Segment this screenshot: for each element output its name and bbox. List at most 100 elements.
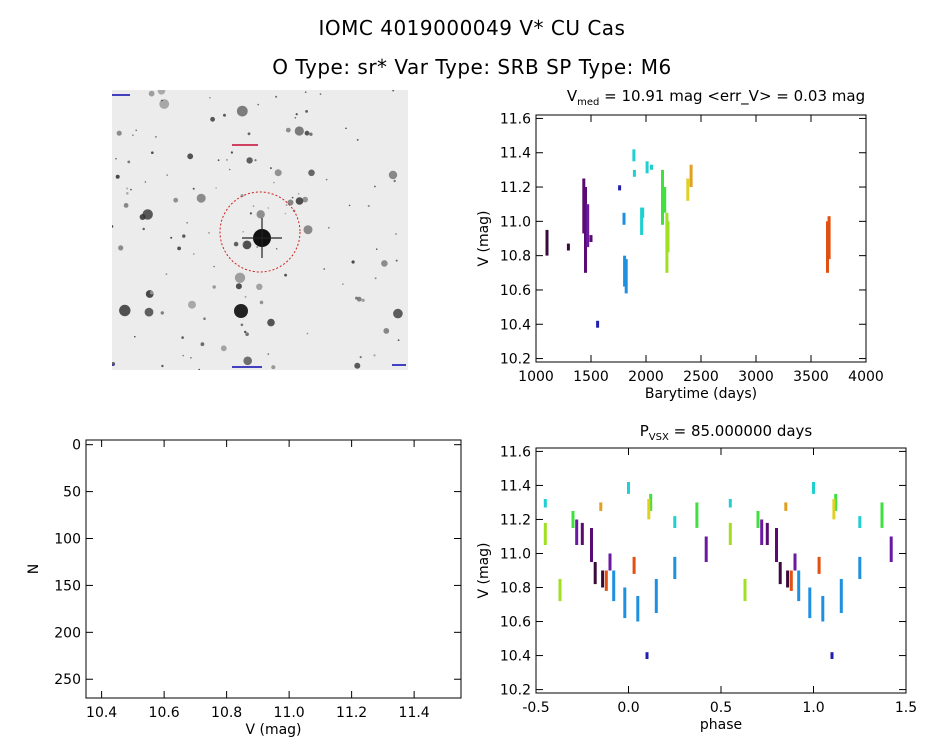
data-point xyxy=(789,570,793,591)
data-point xyxy=(760,519,764,545)
star xyxy=(234,272,246,283)
star xyxy=(127,160,131,164)
star xyxy=(342,283,344,285)
star xyxy=(182,354,185,357)
star xyxy=(246,157,253,164)
star xyxy=(267,207,270,209)
y-tick-label: 100 xyxy=(54,532,81,548)
star xyxy=(142,227,145,231)
aperture-circle xyxy=(219,191,301,273)
star xyxy=(356,296,362,302)
data-point xyxy=(889,536,893,562)
x-axis-label: phase xyxy=(700,717,742,733)
y-tick-label: 10.2 xyxy=(500,683,531,699)
data-point xyxy=(647,499,651,520)
star xyxy=(285,127,291,133)
x-tick-label: 10.6 xyxy=(149,705,180,721)
star xyxy=(126,187,129,190)
star xyxy=(198,368,200,370)
star xyxy=(267,353,270,355)
plot-frame xyxy=(85,439,462,699)
star xyxy=(257,103,260,106)
corner-label-mark xyxy=(112,94,130,96)
star xyxy=(210,116,215,122)
star xyxy=(112,225,114,228)
star xyxy=(126,192,129,195)
star xyxy=(233,241,239,247)
star xyxy=(367,204,370,208)
data-point xyxy=(601,570,605,588)
star xyxy=(151,151,154,154)
sky-image xyxy=(112,90,408,370)
star xyxy=(354,362,361,369)
target-label-mark xyxy=(232,144,258,146)
star xyxy=(135,129,137,132)
star xyxy=(302,196,308,203)
x-tick-label: 1500 xyxy=(573,369,609,385)
star xyxy=(119,304,131,317)
data-point xyxy=(686,178,690,201)
star xyxy=(242,231,244,233)
data-point xyxy=(663,187,667,213)
data-point xyxy=(728,499,732,508)
star xyxy=(303,225,313,235)
x-tick-label: 2000 xyxy=(628,369,664,385)
corner-label-mark xyxy=(232,366,262,368)
star xyxy=(245,332,249,336)
star xyxy=(294,126,304,136)
star xyxy=(177,246,181,251)
star xyxy=(254,159,257,162)
y-tick-label: 0 xyxy=(72,438,81,454)
star xyxy=(393,179,396,183)
data-point xyxy=(645,161,649,174)
data-point xyxy=(832,499,836,520)
star xyxy=(234,304,248,318)
data-point xyxy=(704,536,708,562)
chart-subtitle: O Type: sr* Var Type: SRB SP Type: M6 xyxy=(272,55,672,79)
star xyxy=(181,336,184,339)
star xyxy=(256,210,265,219)
star xyxy=(148,90,155,97)
data-point xyxy=(826,221,829,273)
data-point xyxy=(649,493,653,511)
y-tick-label: 10.4 xyxy=(500,317,531,333)
star xyxy=(269,167,272,170)
x-tick-label: 3000 xyxy=(738,369,774,385)
x-tick-label: -0.5 xyxy=(522,700,549,716)
y-tick-label: 200 xyxy=(54,625,81,641)
star xyxy=(304,91,307,93)
x-tick-label: 11.4 xyxy=(399,705,430,721)
data-point xyxy=(650,164,653,170)
data-point xyxy=(645,652,649,659)
star xyxy=(374,185,376,188)
data-point xyxy=(778,562,782,585)
star xyxy=(295,113,298,116)
star xyxy=(294,117,297,119)
star xyxy=(356,138,359,141)
data-point xyxy=(624,259,628,294)
plot-frame xyxy=(535,447,907,694)
star xyxy=(291,196,294,199)
star xyxy=(304,130,310,136)
data-point xyxy=(571,511,575,528)
y-axis-label: V (mag) xyxy=(476,210,492,266)
star xyxy=(395,259,398,262)
star xyxy=(223,113,226,117)
data-point xyxy=(834,493,838,511)
star xyxy=(123,203,129,208)
star xyxy=(118,245,124,251)
star xyxy=(284,212,287,215)
star xyxy=(348,204,351,207)
x-tick-label: 1000 xyxy=(518,369,554,385)
star xyxy=(274,169,282,177)
star xyxy=(308,169,315,177)
data-point xyxy=(596,320,600,328)
star xyxy=(236,105,248,117)
star xyxy=(144,181,147,183)
star xyxy=(244,330,247,334)
y-tick-label: 10.2 xyxy=(500,352,531,368)
star xyxy=(240,323,244,327)
star xyxy=(273,181,275,184)
data-point xyxy=(756,511,760,528)
y-axis-label: N xyxy=(26,564,42,574)
